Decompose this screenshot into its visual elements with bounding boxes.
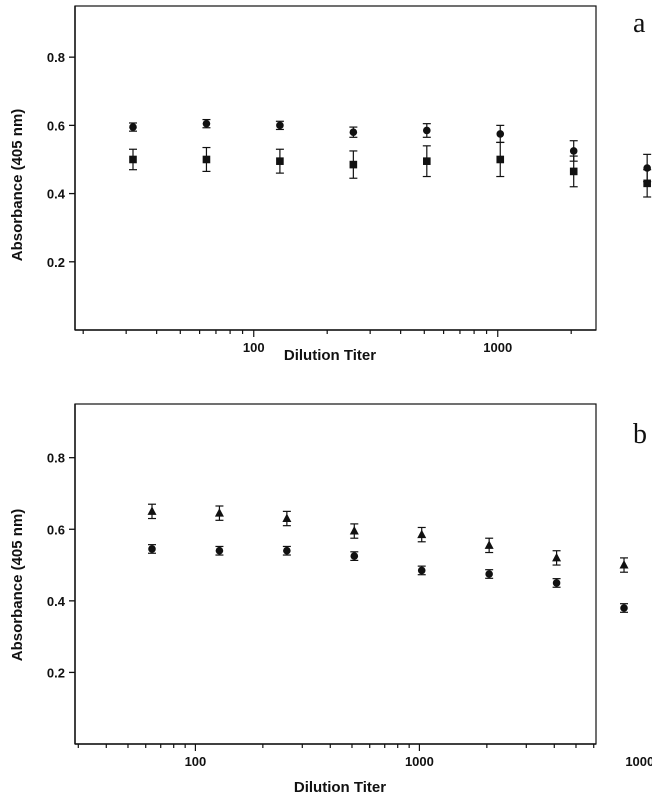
data-point-circle	[620, 604, 628, 612]
data-point-circle	[485, 570, 493, 578]
x-tick-label: 100	[185, 754, 207, 769]
panel-a-frame	[74, 5, 597, 331]
data-point-square	[496, 155, 505, 164]
panel-a-letter: a	[633, 8, 646, 39]
panel-a-y-axis-title: Absorbance (405 nm)	[9, 109, 26, 262]
data-point-circle	[349, 128, 358, 136]
data-point-square	[276, 157, 284, 165]
y-tick-label: 0.8	[47, 50, 65, 65]
x-tick-label: 1000	[483, 340, 512, 355]
data-point-square	[129, 155, 137, 164]
panel-b-frame	[74, 403, 597, 745]
x-tick-label: 100	[243, 340, 265, 355]
data-point-circle	[215, 546, 224, 555]
panel-b-letter: b	[633, 419, 647, 450]
data-point-circle	[148, 545, 156, 553]
data-point-circle	[129, 123, 137, 131]
data-point-square	[349, 160, 358, 169]
data-point-circle	[423, 126, 431, 135]
x-tick-label: 1000	[405, 754, 434, 769]
panel-b: 0.20.40.60.8 100100010000100000 Dilution…	[9, 403, 652, 796]
y-tick-label: 0.4	[47, 187, 66, 202]
data-point-circle	[569, 147, 578, 155]
data-point-square	[202, 155, 211, 164]
y-tick-label: 0.8	[47, 451, 65, 466]
data-point-triangle	[147, 506, 157, 515]
y-tick-label: 0.2	[47, 255, 65, 270]
panel-a-y-ticks: 0.2 0.4 0.6 0.8	[47, 50, 75, 270]
y-tick-label: 0.6	[47, 118, 65, 133]
data-point-circle	[350, 552, 359, 560]
data-point-triangle	[417, 529, 427, 539]
panel-a: 0.20.40.60.8 100100010000100000 Dilution…	[9, 5, 652, 364]
panel-a-x-axis: 100100010000100000	[75, 329, 596, 355]
data-point-triangle	[552, 552, 562, 562]
y-tick-label: 0.4	[47, 594, 66, 609]
data-point-circle	[496, 130, 505, 138]
panel-b-y-axis-title: Absorbance (405 nm)	[9, 509, 26, 662]
data-point-triangle	[282, 513, 292, 523]
y-tick-label: 0.2	[47, 665, 65, 680]
panel-b-data-marks	[147, 503, 629, 613]
data-point-triangle	[349, 526, 359, 535]
panel-a-x-axis-title: Dilution Titer	[284, 347, 376, 364]
data-point-triangle	[214, 508, 224, 517]
data-point-circle	[417, 566, 426, 575]
panel-a-data-marks	[129, 118, 652, 198]
data-point-square	[569, 167, 578, 176]
panel-b-y-ticks: 0.2 0.4 0.6 0.8	[47, 451, 75, 680]
data-point-triangle	[619, 560, 629, 569]
x-tick-label: 10000	[625, 754, 652, 769]
panel-b-x-axis-title: Dilution Titer	[294, 779, 386, 796]
data-point-circle	[552, 579, 561, 587]
panel-b-y-axis: 0.2 0.4 0.6 0.8	[47, 404, 76, 744]
y-tick-label: 0.6	[47, 522, 65, 537]
panel-a-y-axis: 0.2 0.4 0.6 0.8	[47, 6, 76, 330]
data-point-circle	[276, 121, 284, 130]
data-point-square	[643, 179, 651, 188]
panel-b-x-ticks: 100100010000100000	[77, 744, 652, 769]
data-point-square	[423, 157, 431, 165]
panel-a-x-ticks: 100100010000100000	[82, 330, 572, 355]
panel-b-x-axis: 100100010000100000	[75, 743, 652, 769]
data-point-triangle	[484, 540, 494, 549]
data-point-circle	[283, 546, 291, 555]
data-point-circle	[202, 119, 211, 128]
